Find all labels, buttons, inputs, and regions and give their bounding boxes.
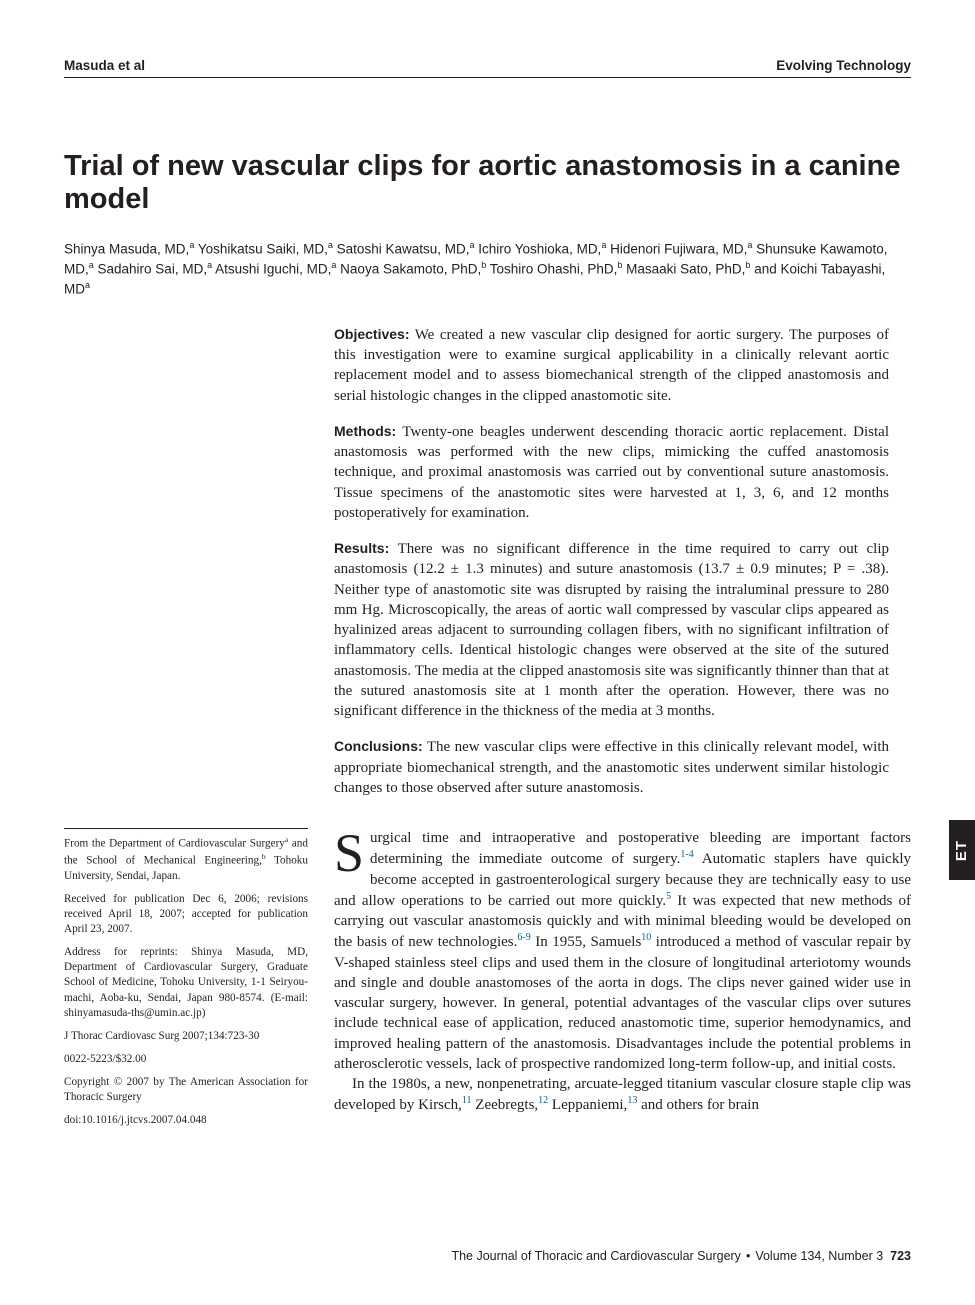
citation: J Thorac Cardiovasc Surg 2007;134:723-30 — [64, 1029, 308, 1044]
affiliation: From the Department of Cardiovascular Su… — [64, 835, 308, 884]
abstract: Objectives: We created a new vascular cl… — [334, 325, 889, 798]
section-tab: ET — [949, 820, 975, 880]
lower-section: From the Department of Cardiovascular Su… — [64, 828, 911, 1136]
article-info-sidebar: From the Department of Cardiovascular Su… — [64, 828, 308, 1136]
section-tab-label: ET — [953, 839, 970, 860]
authors-block: Shinya Masuda, MD,a Yoshikatsu Saiki, MD… — [64, 239, 911, 299]
abstract-conclusions: Conclusions: The new vascular clips were… — [334, 737, 889, 798]
abstract-label-conclusions: Conclusions: — [334, 738, 423, 754]
footer-journal: The Journal of Thoracic and Cardiovascul… — [451, 1249, 741, 1263]
abstract-label-results: Results: — [334, 540, 389, 556]
footer-page-number: 723 — [890, 1249, 911, 1263]
reprints-address: Address for reprints: Shinya Masuda, MD,… — [64, 945, 308, 1021]
abstract-methods: Methods: Twenty-one beagles underwent de… — [334, 422, 889, 523]
doi: doi:10.1016/j.jtcvs.2007.04.048 — [64, 1113, 308, 1128]
abstract-results: Results: There was no significant differ… — [334, 539, 889, 721]
price-code: 0022-5223/$32.00 — [64, 1052, 308, 1067]
abstract-label-methods: Methods: — [334, 423, 396, 439]
abstract-label-objectives: Objectives: — [334, 326, 409, 342]
body-paragraph-1: Surgical time and intraoperative and pos… — [334, 828, 911, 1074]
abstract-results-text: There was no significant difference in t… — [334, 541, 889, 719]
footer-issue: Volume 134, Number 3 — [755, 1249, 883, 1263]
body-text: Surgical time and intraoperative and pos… — [334, 828, 911, 1136]
running-head-right: Evolving Technology — [776, 58, 911, 73]
article-title: Trial of new vascular clips for aortic a… — [64, 150, 911, 217]
footer-separator: • — [746, 1249, 750, 1263]
page-footer: The Journal of Thoracic and Cardiovascul… — [451, 1249, 911, 1263]
abstract-objectives-text: We created a new vascular clip designed … — [334, 327, 889, 404]
abstract-methods-text: Twenty-one beagles underwent descending … — [334, 424, 889, 521]
running-head: Masuda et al Evolving Technology — [64, 58, 911, 78]
copyright: Copyright © 2007 by The American Associa… — [64, 1075, 308, 1105]
sidebar-rule — [64, 828, 308, 829]
received-dates: Received for publication Dec 6, 2006; re… — [64, 892, 308, 937]
running-head-left: Masuda et al — [64, 58, 145, 73]
abstract-objectives: Objectives: We created a new vascular cl… — [334, 325, 889, 406]
body-paragraph-2: In the 1980s, a new, nonpenetrating, arc… — [334, 1074, 911, 1116]
